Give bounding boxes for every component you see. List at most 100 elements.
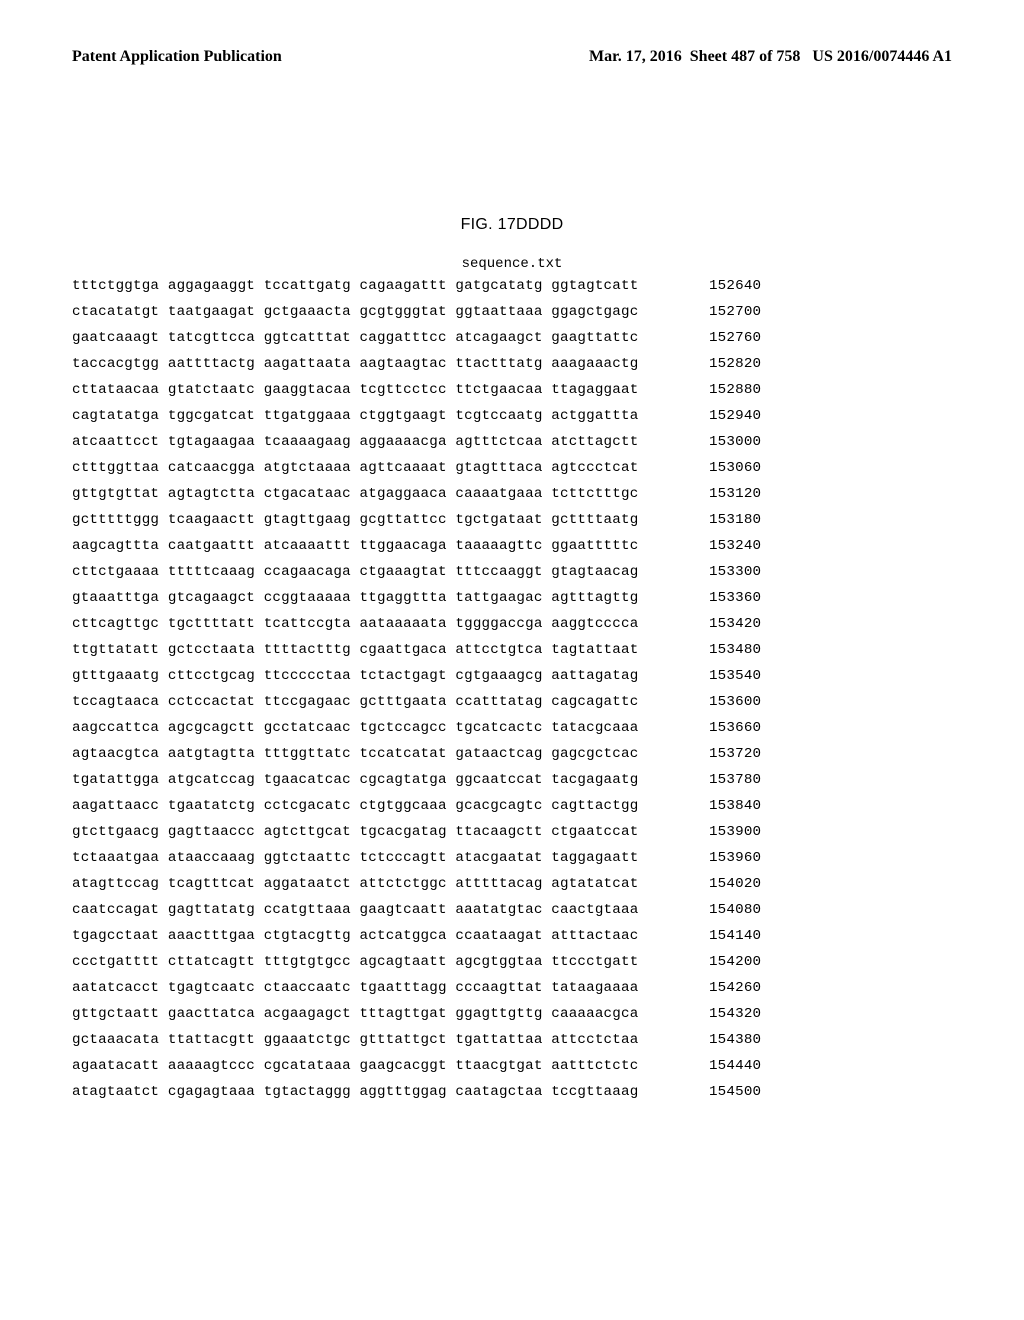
sequence-row: tttctggtga aggagaaggt tccattgatg cagaaga…	[72, 274, 952, 300]
sequence-groups: cttctgaaaa tttttcaaag ccagaacaga ctgaaag…	[72, 560, 638, 586]
sequence-groups: caatccagat gagttatatg ccatgttaaa gaagtca…	[72, 898, 638, 924]
sequence-groups: ccctgatttt cttatcagtt tttgtgtgcc agcagta…	[72, 950, 638, 976]
sequence-gap	[638, 274, 673, 300]
sequence-gap	[638, 716, 673, 742]
sequence-groups: agaatacatt aaaaagtccc cgcatataaa gaagcac…	[72, 1054, 638, 1080]
sequence-groups: tttctggtga aggagaaggt tccattgatg cagaaga…	[72, 274, 638, 300]
sequence-row: ctttggttaa catcaacgga atgtctaaaa agttcaa…	[72, 456, 952, 482]
sequence-row: gtttgaaatg cttcctgcag ttccccctaa tctactg…	[72, 664, 952, 690]
sequence-gap	[638, 976, 673, 1002]
sequence-row: tctaaatgaa ataaccaaag ggtctaattc tctccca…	[72, 846, 952, 872]
sequence-gap	[638, 1002, 673, 1028]
sequence-position: 154500	[673, 1080, 761, 1106]
sequence-position: 154080	[673, 898, 761, 924]
sequence-position: 154020	[673, 872, 761, 898]
sequence-gap	[638, 846, 673, 872]
sequence-position: 153960	[673, 846, 761, 872]
sequence-gap	[638, 768, 673, 794]
sequence-gap	[638, 378, 673, 404]
sequence-position: 154320	[673, 1002, 761, 1028]
sequence-row: taccacgtgg aattttactg aagattaata aagtaag…	[72, 352, 952, 378]
sequence-row: ttgttatatt gctcctaata ttttactttg cgaattg…	[72, 638, 952, 664]
sequence-position: 153900	[673, 820, 761, 846]
sequence-gap	[638, 742, 673, 768]
sequence-position: 154140	[673, 924, 761, 950]
header-sheet: Sheet 487 of 758	[690, 48, 801, 65]
sequence-groups: cttataacaa gtatctaatc gaaggtacaa tcgttcc…	[72, 378, 638, 404]
sequence-position: 153540	[673, 664, 761, 690]
sequence-gap	[638, 612, 673, 638]
sequence-position: 154260	[673, 976, 761, 1002]
header-pubid: US 2016/0074446 A1	[812, 48, 952, 65]
sequence-row: aagattaacc tgaatatctg cctcgacatc ctgtggc…	[72, 794, 952, 820]
sequence-gap	[638, 326, 673, 352]
sequence-row: ctacatatgt taatgaagat gctgaaacta gcgtggg…	[72, 300, 952, 326]
sequence-position: 153600	[673, 690, 761, 716]
sequence-position: 153300	[673, 560, 761, 586]
sequence-position: 153480	[673, 638, 761, 664]
sequence-groups: tctaaatgaa ataaccaaag ggtctaattc tctccca…	[72, 846, 638, 872]
sequence-position: 153840	[673, 794, 761, 820]
sequence-row: gctaaacata ttattacgtt ggaaatctgc gtttatt…	[72, 1028, 952, 1054]
sequence-groups: gctttttggg tcaagaactt gtagttgaag gcgttat…	[72, 508, 638, 534]
sequence-groups: gctaaacata ttattacgtt ggaaatctgc gtttatt…	[72, 1028, 638, 1054]
sequence-groups: agtaacgtca aatgtagtta tttggttatc tccatca…	[72, 742, 638, 768]
sequence-gap	[638, 456, 673, 482]
sequence-row: gaatcaaagt tatcgttcca ggtcatttat caggatt…	[72, 326, 952, 352]
sequence-row: gtcttgaacg gagttaaccc agtcttgcat tgcacga…	[72, 820, 952, 846]
sequence-position: 152880	[673, 378, 761, 404]
sequence-gap	[638, 794, 673, 820]
sequence-position: 153000	[673, 430, 761, 456]
sequence-gap	[638, 924, 673, 950]
sequence-row: aatatcacct tgagtcaatc ctaaccaatc tgaattt…	[72, 976, 952, 1002]
figure-label: FIG. 17DDDD	[72, 216, 952, 234]
sequence-position: 154440	[673, 1054, 761, 1080]
page: Patent Application Publication Mar. 17, …	[0, 0, 1024, 1162]
sequence-position: 152940	[673, 404, 761, 430]
sequence-gap	[638, 352, 673, 378]
sequence-groups: tgagcctaat aaactttgaa ctgtacgttg actcatg…	[72, 924, 638, 950]
sequence-row: cagtatatga tggcgatcat ttgatggaaa ctggtga…	[72, 404, 952, 430]
sequence-groups: gtaaatttga gtcagaagct ccggtaaaaa ttgaggt…	[72, 586, 638, 612]
sequence-gap	[638, 950, 673, 976]
sequence-position: 152700	[673, 300, 761, 326]
sequence-groups: ttgttatatt gctcctaata ttttactttg cgaattg…	[72, 638, 638, 664]
sequence-groups: ctacatatgt taatgaagat gctgaaacta gcgtggg…	[72, 300, 638, 326]
sequence-row: gttgtgttat agtagtctta ctgacataac atgagga…	[72, 482, 952, 508]
sequence-gap	[638, 560, 673, 586]
sequence-position: 153120	[673, 482, 761, 508]
sequence-groups: gttgctaatt gaacttatca acgaagagct tttagtt…	[72, 1002, 638, 1028]
sequence-row: atagtaatct cgagagtaaa tgtactaggg aggtttg…	[72, 1080, 952, 1106]
sequence-position: 153720	[673, 742, 761, 768]
sequence-row: aagccattca agcgcagctt gcctatcaac tgctcca…	[72, 716, 952, 742]
sequence-row: agaatacatt aaaaagtccc cgcatataaa gaagcac…	[72, 1054, 952, 1080]
sequence-position: 152760	[673, 326, 761, 352]
sequence-gap	[638, 1054, 673, 1080]
sequence-row: caatccagat gagttatatg ccatgttaaa gaagtca…	[72, 898, 952, 924]
sequence-row: cttctgaaaa tttttcaaag ccagaacaga ctgaaag…	[72, 560, 952, 586]
sequence-groups: aatatcacct tgagtcaatc ctaaccaatc tgaattt…	[72, 976, 638, 1002]
sequence-position: 154380	[673, 1028, 761, 1054]
sequence-position: 153180	[673, 508, 761, 534]
sequence-groups: tgatattgga atgcatccag tgaacatcac cgcagta…	[72, 768, 638, 794]
sequence-row: cttcagttgc tgcttttatt tcattccgta aataaaa…	[72, 612, 952, 638]
sequence-row: gttgctaatt gaacttatca acgaagagct tttagtt…	[72, 1002, 952, 1028]
sequence-groups: atagttccag tcagtttcat aggataatct attctct…	[72, 872, 638, 898]
sequence-groups: tccagtaaca cctccactat ttccgagaac gctttga…	[72, 690, 638, 716]
sequence-row: atagttccag tcagtttcat aggataatct attctct…	[72, 872, 952, 898]
sequence-position: 152820	[673, 352, 761, 378]
sequence-gap	[638, 1080, 673, 1106]
page-header: Patent Application Publication Mar. 17, …	[72, 48, 952, 66]
sequence-gap	[638, 898, 673, 924]
sequence-table: tttctggtga aggagaaggt tccattgatg cagaaga…	[72, 274, 952, 1106]
header-right: Mar. 17, 2016 Sheet 487 of 758 US 2016/0…	[589, 48, 952, 66]
sequence-position: 153660	[673, 716, 761, 742]
sequence-groups: aagcagttta caatgaattt atcaaaattt ttggaac…	[72, 534, 638, 560]
sequence-row: ccctgatttt cttatcagtt tttgtgtgcc agcagta…	[72, 950, 952, 976]
sequence-row: atcaattcct tgtagaagaa tcaaaagaag aggaaaa…	[72, 430, 952, 456]
sequence-gap	[638, 404, 673, 430]
sequence-groups: cttcagttgc tgcttttatt tcattccgta aataaaa…	[72, 612, 638, 638]
sequence-gap	[638, 690, 673, 716]
sequence-gap	[638, 1028, 673, 1054]
sequence-row: tgagcctaat aaactttgaa ctgtacgttg actcatg…	[72, 924, 952, 950]
